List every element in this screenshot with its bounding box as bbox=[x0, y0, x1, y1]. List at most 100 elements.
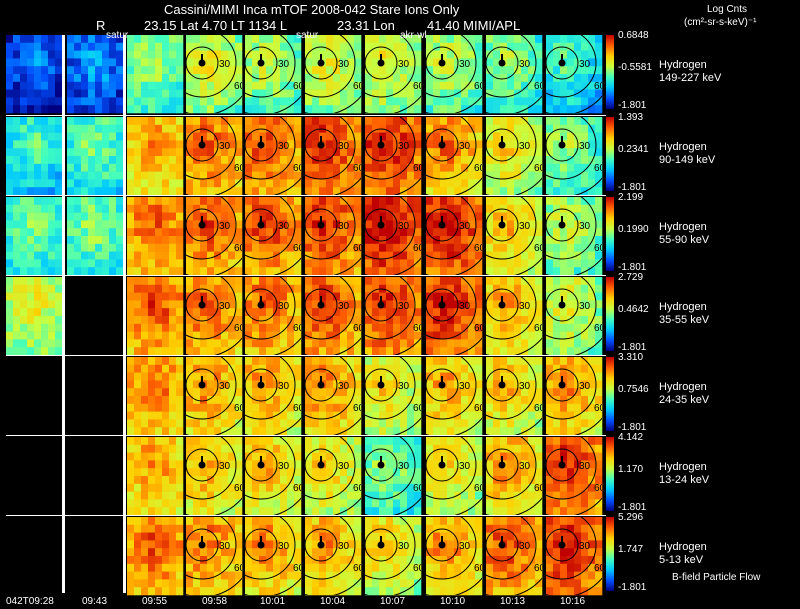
pixel bbox=[553, 331, 561, 340]
pixel bbox=[228, 58, 236, 67]
pixel bbox=[134, 396, 142, 405]
pixel bbox=[386, 460, 394, 469]
pixel bbox=[414, 58, 422, 67]
pixel bbox=[148, 357, 156, 366]
pixel bbox=[393, 124, 401, 133]
pixel bbox=[134, 579, 142, 588]
pixel bbox=[273, 156, 281, 165]
pixel bbox=[372, 308, 380, 317]
pixel bbox=[287, 58, 295, 67]
pixel bbox=[414, 403, 422, 412]
pixel bbox=[521, 187, 529, 196]
pixel bbox=[20, 66, 28, 75]
pixel bbox=[200, 66, 208, 75]
pixel bbox=[560, 179, 568, 188]
pixel bbox=[528, 468, 536, 477]
pixel bbox=[514, 347, 522, 356]
pixel bbox=[426, 212, 434, 221]
pixel bbox=[354, 411, 362, 420]
pixel bbox=[553, 444, 561, 453]
contour-ring bbox=[426, 368, 459, 402]
pixel bbox=[493, 89, 501, 98]
pixel bbox=[186, 212, 194, 221]
pixel bbox=[340, 81, 348, 90]
panel-r4-c1 bbox=[67, 357, 123, 435]
pixel bbox=[553, 220, 561, 229]
pixel bbox=[528, 437, 536, 446]
pixel bbox=[461, 89, 469, 98]
pixel bbox=[169, 251, 177, 260]
contour-label: 30 bbox=[219, 381, 231, 392]
pixel bbox=[134, 308, 142, 317]
pixel bbox=[595, 42, 603, 51]
pixel bbox=[326, 372, 334, 381]
pixel bbox=[193, 163, 201, 172]
pixel bbox=[365, 339, 373, 348]
pixel bbox=[252, 163, 260, 172]
pixel bbox=[252, 228, 260, 237]
contour-ring bbox=[365, 368, 398, 402]
pixel bbox=[88, 220, 96, 229]
pixel bbox=[493, 187, 501, 196]
pixel bbox=[567, 58, 575, 67]
pixel bbox=[333, 292, 341, 301]
pixel bbox=[34, 35, 42, 44]
contour-label: 30 bbox=[459, 59, 471, 70]
contour-label: 30 bbox=[398, 221, 410, 232]
pixel bbox=[207, 347, 215, 356]
pixel bbox=[312, 42, 320, 51]
pixel bbox=[468, 300, 476, 309]
pixel bbox=[365, 419, 373, 428]
pixel bbox=[214, 50, 222, 59]
pixel bbox=[273, 357, 281, 366]
pixel bbox=[193, 540, 201, 549]
pixel bbox=[127, 236, 135, 245]
pixel bbox=[116, 163, 124, 172]
pixel bbox=[13, 42, 21, 51]
pixel bbox=[27, 171, 35, 180]
pixel bbox=[433, 267, 441, 276]
pixel bbox=[312, 66, 320, 75]
pixel bbox=[81, 42, 89, 51]
pixel bbox=[193, 267, 201, 276]
pixel bbox=[354, 179, 362, 188]
pixel bbox=[141, 163, 149, 172]
contour-ring bbox=[305, 277, 356, 340]
panel-r5-c0 bbox=[6, 437, 62, 515]
pixel bbox=[127, 548, 135, 557]
pixel bbox=[116, 105, 124, 114]
pixel bbox=[235, 292, 243, 301]
pixel bbox=[34, 243, 42, 252]
pixel bbox=[266, 277, 274, 286]
pixel bbox=[27, 74, 35, 83]
pixel bbox=[319, 132, 327, 141]
pixel bbox=[169, 388, 177, 397]
pixel bbox=[155, 579, 163, 588]
empty-panel bbox=[6, 357, 62, 435]
pixel bbox=[347, 66, 355, 75]
pixel bbox=[245, 364, 253, 373]
pixel bbox=[41, 187, 49, 196]
pixel bbox=[162, 323, 170, 332]
pixel bbox=[294, 74, 302, 83]
pixel bbox=[407, 277, 415, 286]
pixel bbox=[595, 117, 603, 126]
pixel bbox=[176, 540, 184, 549]
pixel bbox=[95, 156, 103, 165]
pixel bbox=[567, 243, 575, 252]
pixel bbox=[88, 117, 96, 126]
pixel bbox=[553, 132, 561, 141]
pixel bbox=[347, 427, 355, 436]
pixel bbox=[162, 220, 170, 229]
pixel bbox=[400, 204, 408, 213]
pixel bbox=[400, 411, 408, 420]
pixel bbox=[193, 132, 201, 141]
pixel bbox=[41, 97, 49, 106]
pixel bbox=[221, 308, 229, 317]
pixel bbox=[407, 228, 415, 237]
pixel bbox=[127, 42, 135, 51]
pixel bbox=[200, 507, 208, 516]
pixel bbox=[200, 339, 208, 348]
pixel bbox=[312, 251, 320, 260]
pixel bbox=[287, 331, 295, 340]
